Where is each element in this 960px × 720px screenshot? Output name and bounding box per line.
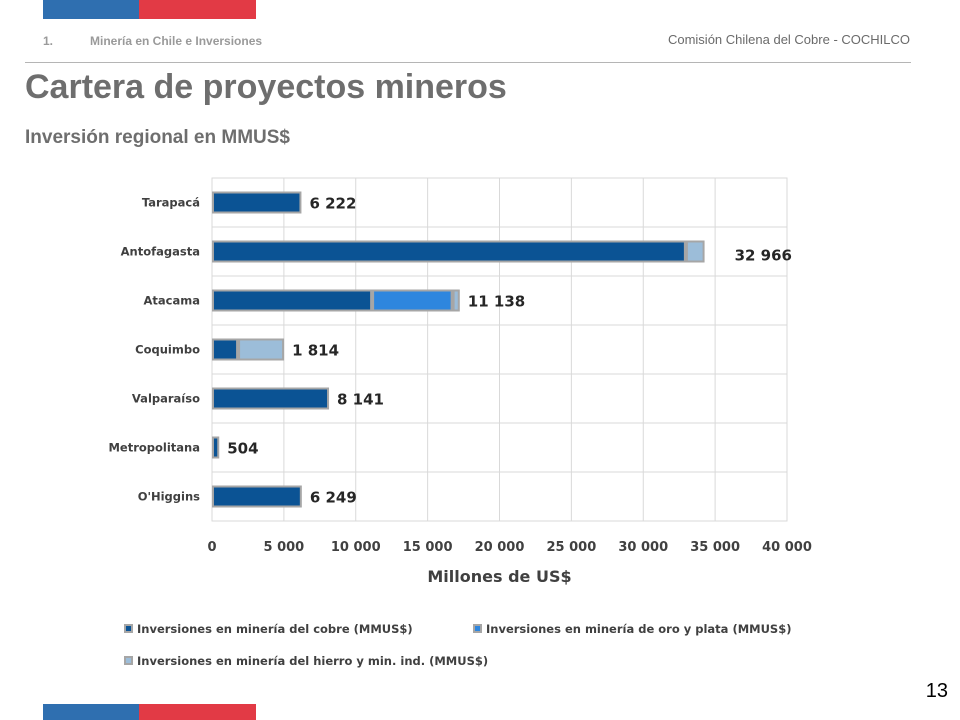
bar-segment-1: [214, 193, 300, 212]
bar-segment-1: [214, 291, 371, 310]
bar-segment-1: [214, 242, 684, 261]
legend-swatch: [126, 626, 131, 631]
slide-subtitle: Inversión regional en MMUS$: [25, 127, 290, 148]
bar-segment-1: [214, 487, 300, 506]
x-tick-label: 0: [207, 540, 216, 555]
section-title: Minería en Chile e Inversiones: [90, 34, 263, 48]
x-axis-title: Millones de US$: [427, 567, 571, 586]
data-label: 11 138: [468, 293, 525, 311]
category-label: Metropolitana: [108, 441, 200, 455]
slide-title: Cartera de proyectos mineros: [25, 68, 507, 106]
legend-swatch: [475, 626, 480, 631]
legend-swatch: [126, 658, 131, 663]
x-tick-label: 25 000: [546, 540, 596, 555]
category-label: O'Higgins: [138, 490, 200, 504]
page-number: 13: [925, 680, 948, 702]
flag-stripe-red-top: [139, 0, 256, 19]
data-label: 1 814: [292, 342, 339, 360]
flag-stripe-red-bottom: [139, 704, 256, 720]
legend-label: Inversiones en minería de oro y plata (M…: [486, 622, 791, 636]
category-label: Atacama: [144, 294, 200, 308]
data-label: 6 222: [309, 195, 356, 213]
category-label: Coquimbo: [135, 343, 200, 357]
data-label: 8 141: [337, 391, 384, 409]
data-label: 504: [227, 440, 258, 458]
organization-name: Comisión Chilena del Cobre - COCHILCO: [667, 32, 910, 47]
legend-label: Inversiones en minería del cobre (MMUS$): [137, 622, 413, 636]
x-tick-label: 15 000: [403, 540, 453, 555]
data-label: 6 249: [310, 489, 357, 507]
bar-segment-1: [214, 438, 218, 457]
x-tick-label: 20 000: [475, 540, 525, 555]
bar-segment-3: [454, 291, 458, 310]
header-rule: [25, 62, 911, 63]
bar-segment-1: [214, 389, 328, 408]
x-tick-label: 40 000: [762, 540, 812, 555]
bar-segment-3: [240, 340, 283, 359]
legend-label: Inversiones en minería del hierro y min.…: [137, 654, 488, 668]
x-tick-label: 10 000: [331, 540, 381, 555]
bar-segment-3: [687, 242, 703, 261]
flag-stripe-blue-top: [43, 0, 139, 19]
x-tick-label: 5 000: [264, 540, 305, 555]
data-label: 32 966: [735, 247, 792, 265]
bar-segment-2: [374, 291, 451, 310]
flag-stripe-blue-bottom: [43, 704, 139, 720]
section-number: 1.: [43, 34, 54, 48]
category-label: Tarapacá: [142, 196, 200, 210]
x-tick-label: 30 000: [618, 540, 668, 555]
category-label: Valparaíso: [132, 392, 200, 406]
category-label: Antofagasta: [121, 245, 200, 259]
bar-segment-1: [214, 340, 237, 359]
x-tick-label: 35 000: [690, 540, 740, 555]
